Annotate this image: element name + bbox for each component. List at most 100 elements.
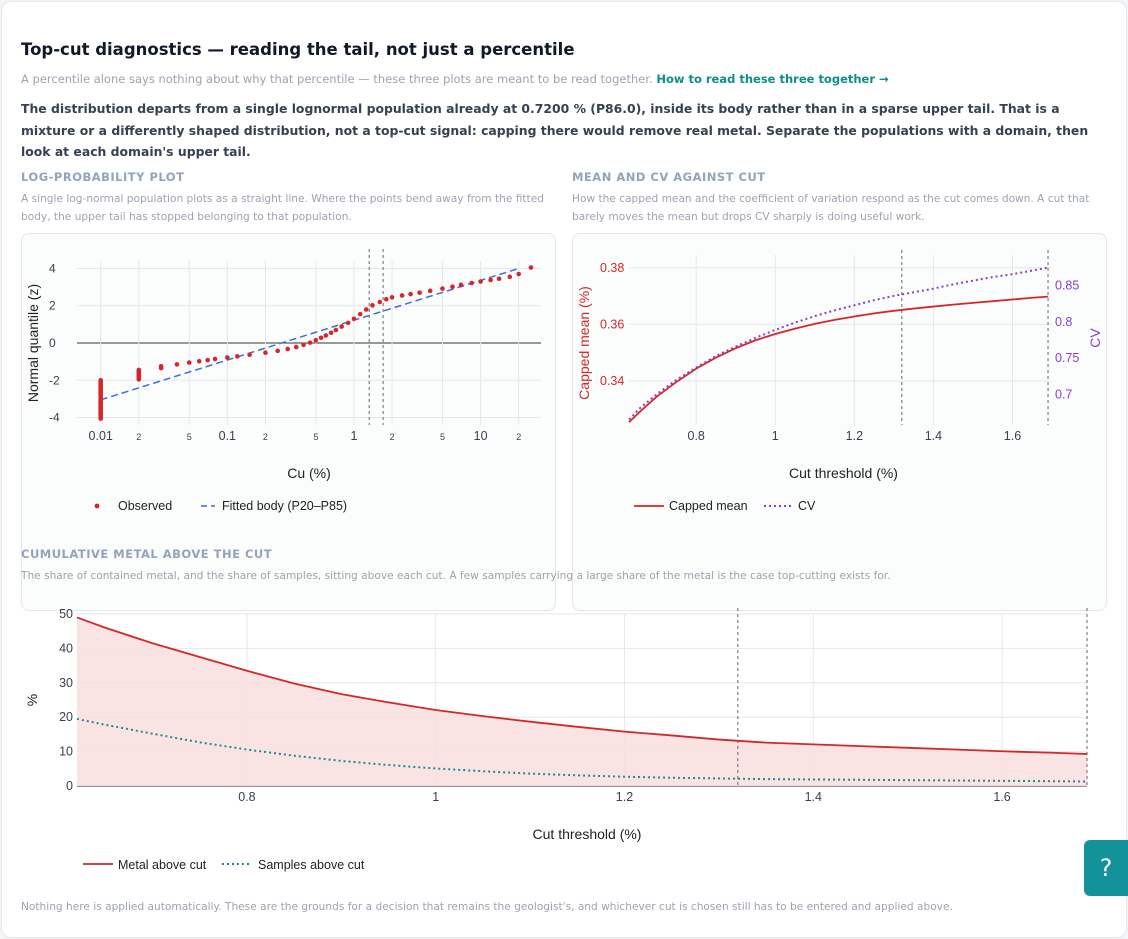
x-tick-label: 2	[263, 432, 268, 442]
observed-point	[458, 282, 464, 288]
x-tick-label: 1	[350, 429, 357, 443]
observed-point	[408, 291, 413, 297]
y-tick-label: 0	[66, 779, 73, 793]
x-tick-label: 5	[313, 432, 318, 442]
y-tick-label: 0.34	[600, 374, 624, 388]
observed-point	[328, 330, 334, 336]
x-tick-label: 1.6	[1004, 429, 1021, 443]
x-axis-title: Cut threshold (%)	[789, 465, 898, 481]
y-tick-label: 20	[59, 710, 73, 724]
observed-point	[339, 324, 344, 329]
observed-point	[507, 274, 513, 280]
cumulative-heading: CUMULATIVE METAL ABOVE THE CUT	[21, 547, 273, 561]
observed-point	[440, 286, 445, 291]
observed-point	[516, 271, 522, 277]
observed-point	[225, 355, 230, 360]
y-tick-label: 0	[49, 336, 56, 350]
x-tick-label: 0.01	[89, 429, 113, 443]
x-tick-label: 10	[474, 429, 488, 443]
observed-point	[488, 277, 493, 283]
x-tick-label: 1	[432, 790, 439, 804]
observed-point	[318, 335, 324, 341]
y2-tick-label: 0.75	[1055, 351, 1079, 365]
logprob-description: A single log-normal population plots as …	[21, 193, 544, 223]
observed-point	[478, 279, 483, 284]
observed-point	[345, 320, 351, 326]
observed-point	[357, 311, 363, 317]
how-to-read-link[interactable]: How to read these three together →	[656, 72, 889, 86]
metal-above-fill	[77, 617, 1087, 786]
observed-point	[496, 276, 502, 282]
observed-point	[307, 340, 313, 345]
x-tick-label: 1.4	[805, 790, 822, 804]
y-axis-title: Normal quantile (z)	[25, 284, 41, 402]
observed-point	[275, 348, 281, 354]
y-tick-label: 0.38	[600, 261, 624, 275]
x-tick-label: 0.8	[688, 429, 705, 443]
legend-observed-label: Observed	[118, 499, 172, 513]
legend-observed-marker	[94, 503, 100, 509]
logprob-heading: LOG-PROBABILITY PLOT	[21, 170, 185, 184]
page-title: Top-cut diagnostics — reading the tail, …	[21, 40, 575, 59]
observed-point	[158, 363, 164, 369]
observed-point	[313, 337, 319, 343]
observed-point	[186, 360, 192, 365]
y2-axis-title: CV	[1087, 328, 1103, 348]
samples-above-line	[76, 717, 1088, 783]
y-tick-label: 50	[59, 607, 73, 621]
x-tick-label: 0.8	[238, 790, 255, 804]
observed-point	[469, 280, 474, 286]
y2-tick-label: 0.85	[1055, 279, 1079, 293]
observed-point	[333, 327, 339, 333]
x-axis-title: Cu (%)	[287, 465, 331, 481]
x-tick-label: 1.6	[993, 790, 1010, 804]
observed-point	[301, 342, 306, 348]
verdict-text: The distribution departs from a single l…	[21, 101, 1089, 159]
observed-point	[363, 307, 369, 312]
x-tick-label: 5	[440, 432, 445, 442]
fitted-body-line	[100, 267, 519, 401]
y-tick-label: 2	[49, 299, 56, 313]
meancv-heading: MEAN AND CV AGAINST CUT	[572, 170, 766, 184]
observed-point	[174, 362, 180, 367]
observed-point	[351, 316, 357, 322]
x-tick-label: 1.2	[846, 429, 863, 443]
page-subtitle: A percentile alone says nothing about wh…	[21, 72, 889, 86]
legend-samples-label: Samples above cut	[258, 858, 365, 872]
subtitle-text: A percentile alone says nothing about wh…	[21, 72, 653, 86]
x-tick-label: 2	[516, 432, 521, 442]
x-tick-label: 1	[772, 429, 779, 443]
observed-point	[399, 293, 405, 298]
y-axis-title: Capped mean (%)	[576, 286, 592, 400]
y-axis-title: %	[24, 694, 40, 706]
cv-line	[628, 266, 1049, 421]
legend-mean-label: Capped mean	[669, 499, 748, 513]
observed-point	[528, 265, 534, 270]
x-tick-label: 2	[390, 432, 395, 442]
legend-cv-label: CV	[798, 499, 816, 513]
meancv-card	[572, 233, 1107, 611]
y-tick-label: 10	[59, 745, 73, 759]
observed-point	[450, 284, 455, 290]
observed-point	[205, 357, 211, 363]
observed-point	[196, 358, 202, 364]
observed-point	[323, 333, 329, 338]
y-tick-label: -4	[49, 411, 60, 425]
cumulative-chart: 0.8 1 1.2 1.4 1.6 0 10 20 30 40 50 Cut threshold (%…	[24, 607, 1088, 872]
observed-point	[389, 295, 395, 300]
y-tick-label: 0.36	[600, 317, 624, 331]
observed-point	[427, 288, 433, 294]
help-button[interactable]: ?	[1084, 840, 1128, 896]
observed-point	[235, 354, 240, 359]
y-tick-label: -2	[49, 373, 60, 387]
footer-note: Nothing here is applied automatically. T…	[21, 901, 953, 913]
x-tick-label: 1.4	[925, 429, 942, 443]
observed-point	[370, 303, 375, 308]
x-tick-label: 1.2	[616, 790, 633, 804]
y2-tick-label: 0.8	[1055, 315, 1072, 329]
meancv-description: How the capped mean and the coefficient …	[572, 193, 1090, 223]
legend-metal-label: Metal above cut	[118, 858, 207, 872]
observed-point	[377, 299, 383, 305]
x-tick-label: 0.1	[219, 429, 236, 443]
logprob-card	[21, 233, 556, 611]
